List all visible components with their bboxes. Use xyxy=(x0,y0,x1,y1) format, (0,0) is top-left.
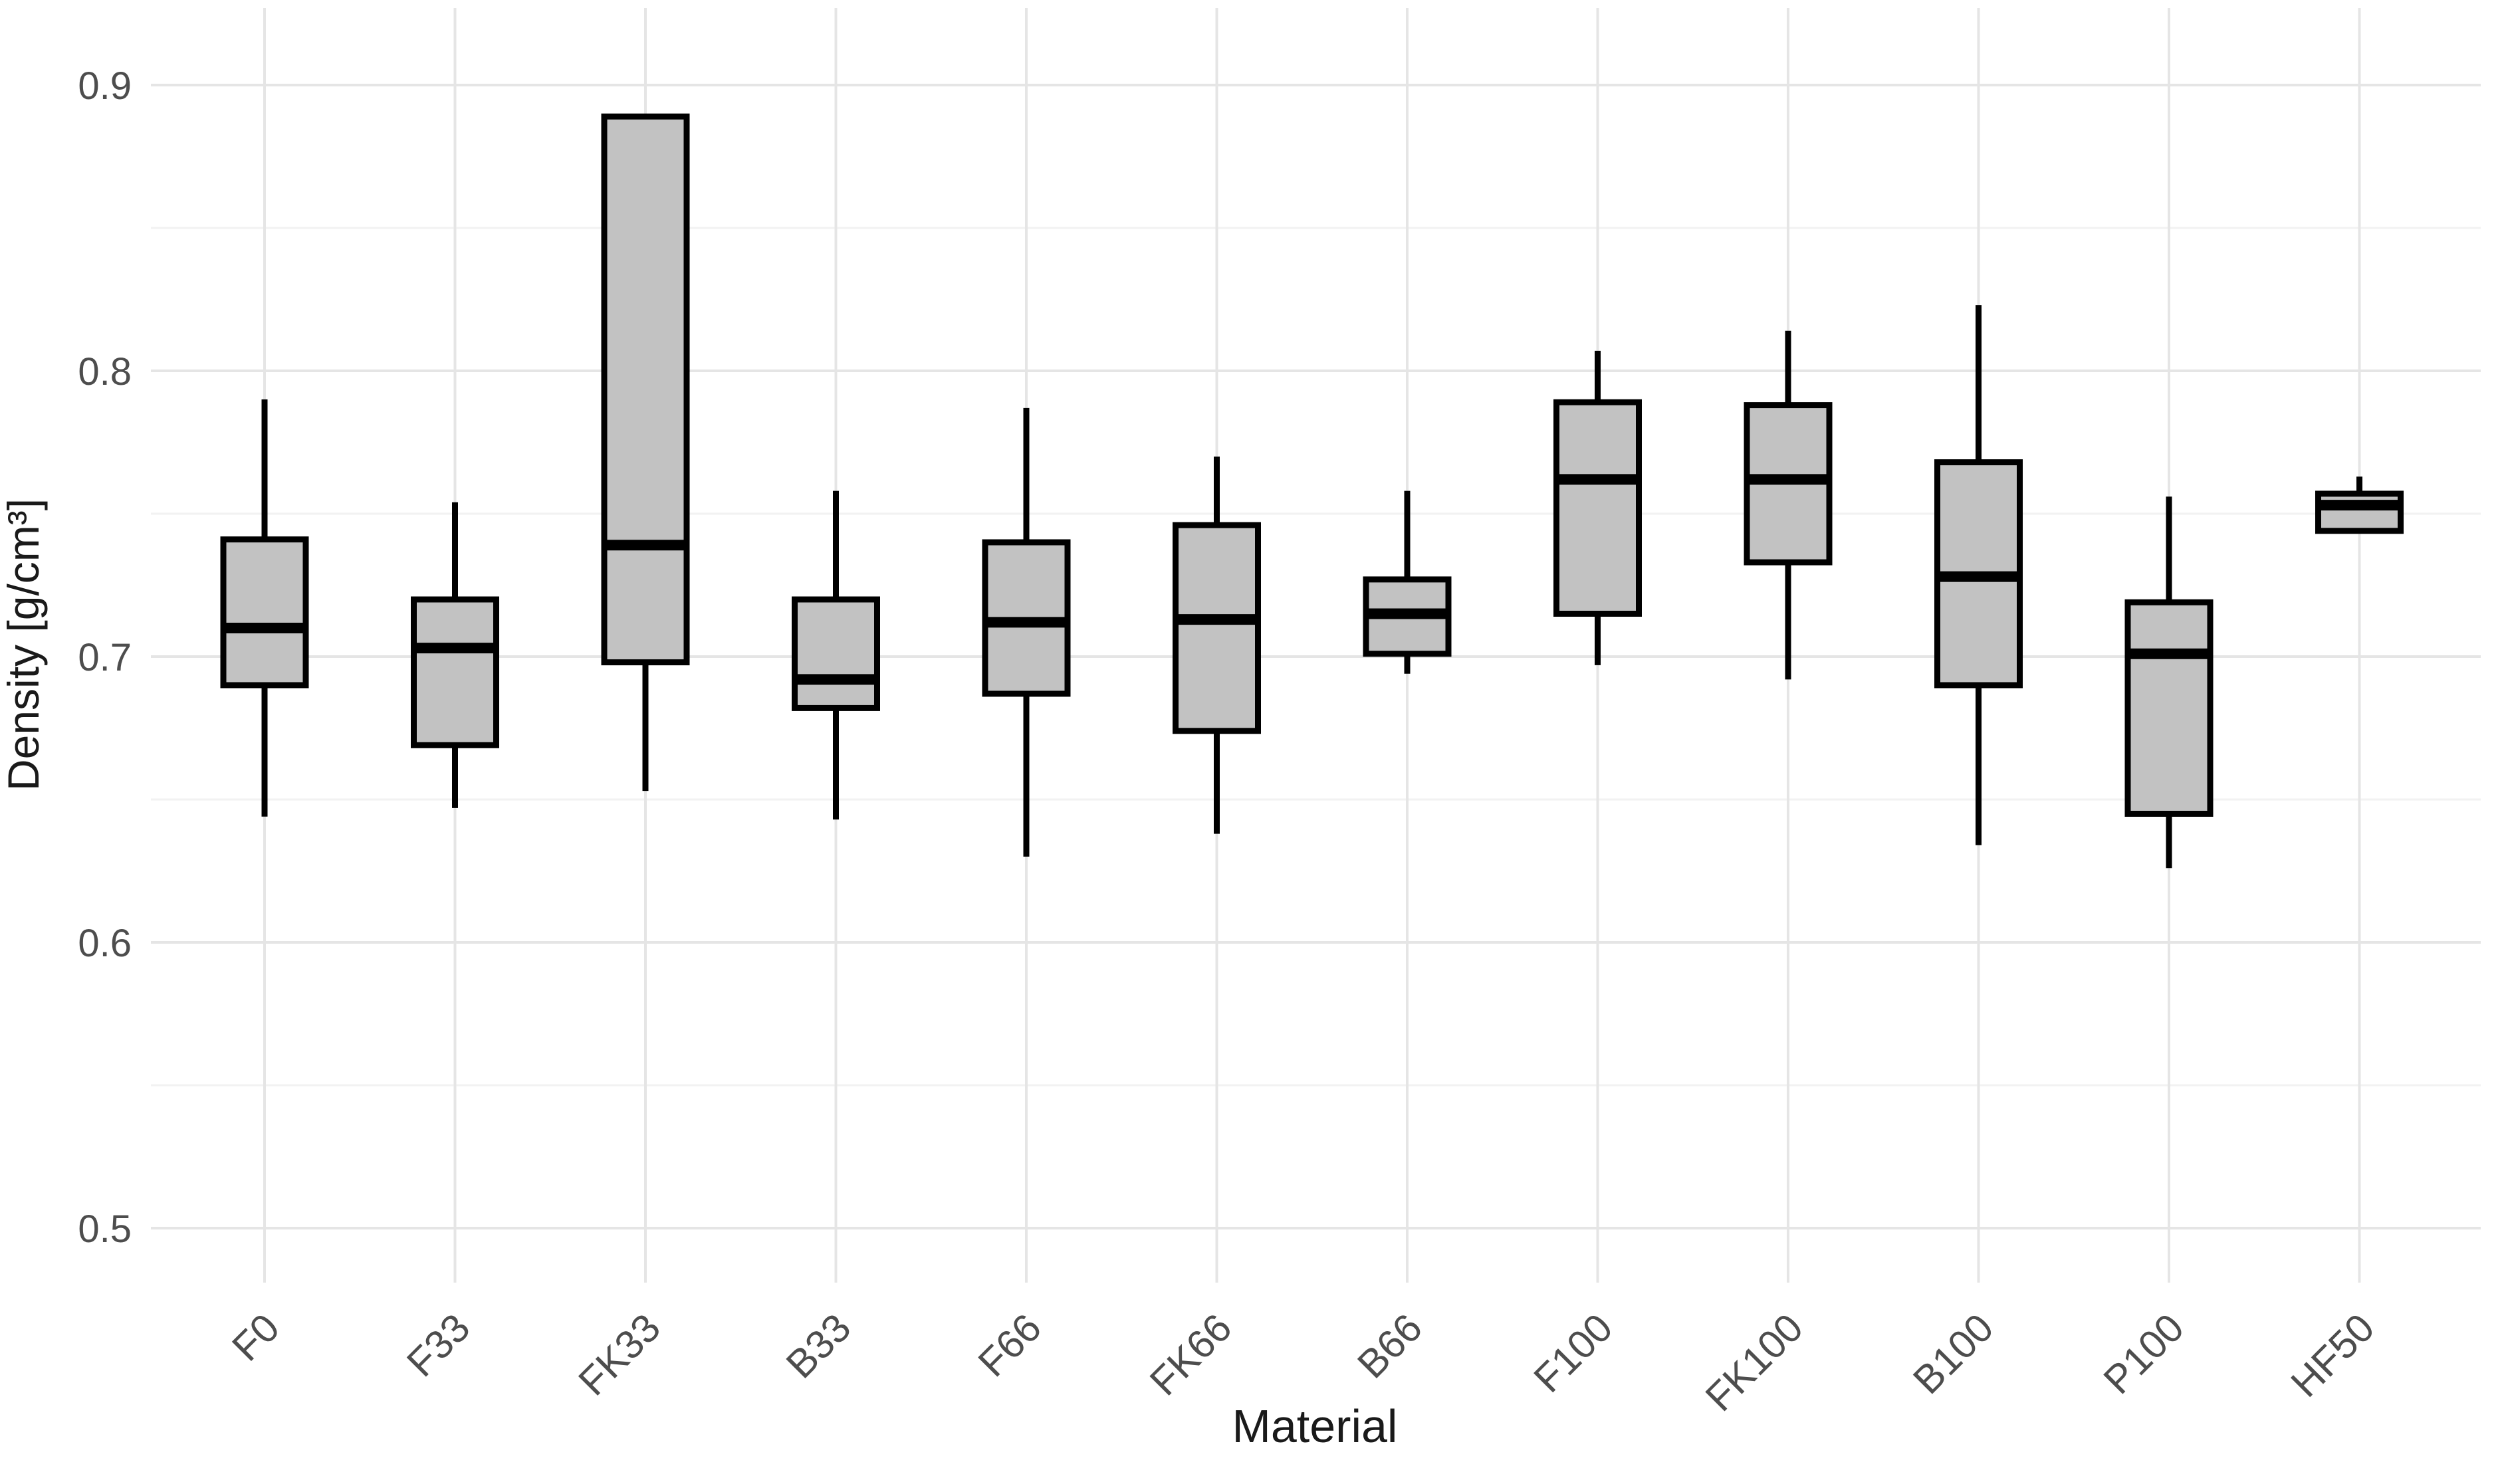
box-P100 xyxy=(2124,599,2214,817)
y-tick-label-0.8: 0.8 xyxy=(78,350,132,393)
x-tick-label-HF50: HF50 xyxy=(2283,1305,2383,1406)
boxplot-B100 xyxy=(1934,305,2023,845)
x-tick-label-F0: F0 xyxy=(223,1305,288,1370)
x-tick-label-F33: F33 xyxy=(398,1305,478,1385)
box-FK33 xyxy=(601,113,690,666)
box-F100 xyxy=(1553,399,1642,617)
x-tick-label-FK100: FK100 xyxy=(1697,1305,1811,1420)
x-tick-label-P100: P100 xyxy=(2095,1305,2192,1402)
x-tick-label-F66: F66 xyxy=(970,1305,1050,1385)
x-tick-label-B66: B66 xyxy=(1349,1305,1430,1387)
y-tick-label-0.7: 0.7 xyxy=(78,636,132,679)
boxplot-F0 xyxy=(220,399,309,817)
y-tick-label-0.6: 0.6 xyxy=(78,922,132,965)
minor-gridlines-layer xyxy=(151,227,2481,1087)
y-tick-labels-layer: 0.5 0.6 0.7 0.8 0.9 xyxy=(78,64,132,1251)
boxplot-P100 xyxy=(2124,496,2214,869)
vertical-gridlines-layer xyxy=(263,8,2361,1283)
boxplot-B66 xyxy=(1363,490,1452,674)
x-tick-label-FK33: FK33 xyxy=(570,1305,669,1404)
x-tick-label-FK66: FK66 xyxy=(1141,1305,1240,1404)
box-HF50 xyxy=(2315,490,2404,534)
major-gridlines-layer xyxy=(151,84,2481,1229)
y-axis-title: Density [g/cm³] xyxy=(0,498,48,791)
box-B33 xyxy=(792,596,880,711)
boxplot-FK33 xyxy=(601,113,690,792)
y-tick-label-0.5: 0.5 xyxy=(78,1208,132,1251)
boxplot-FK66 xyxy=(1173,457,1261,834)
boxplot-FK100 xyxy=(1744,330,1833,680)
box-F33 xyxy=(411,596,499,748)
boxplot-B33 xyxy=(792,490,880,820)
boxes-layer xyxy=(220,113,2404,869)
boxplot-F66 xyxy=(982,407,1071,857)
y-tick-label-0.9: 0.9 xyxy=(78,64,132,108)
boxplot-F33 xyxy=(411,502,499,808)
boxplot-F100 xyxy=(1553,350,1642,665)
box-F0 xyxy=(220,536,309,689)
x-tick-label-B100: B100 xyxy=(1904,1305,2001,1402)
x-axis-title: Material xyxy=(1232,1400,1398,1452)
boxplot-HF50 xyxy=(2315,477,2404,534)
box-FK66 xyxy=(1173,522,1261,734)
x-tick-label-B33: B33 xyxy=(778,1305,859,1387)
x-tick-label-F100: F100 xyxy=(1526,1305,1621,1401)
